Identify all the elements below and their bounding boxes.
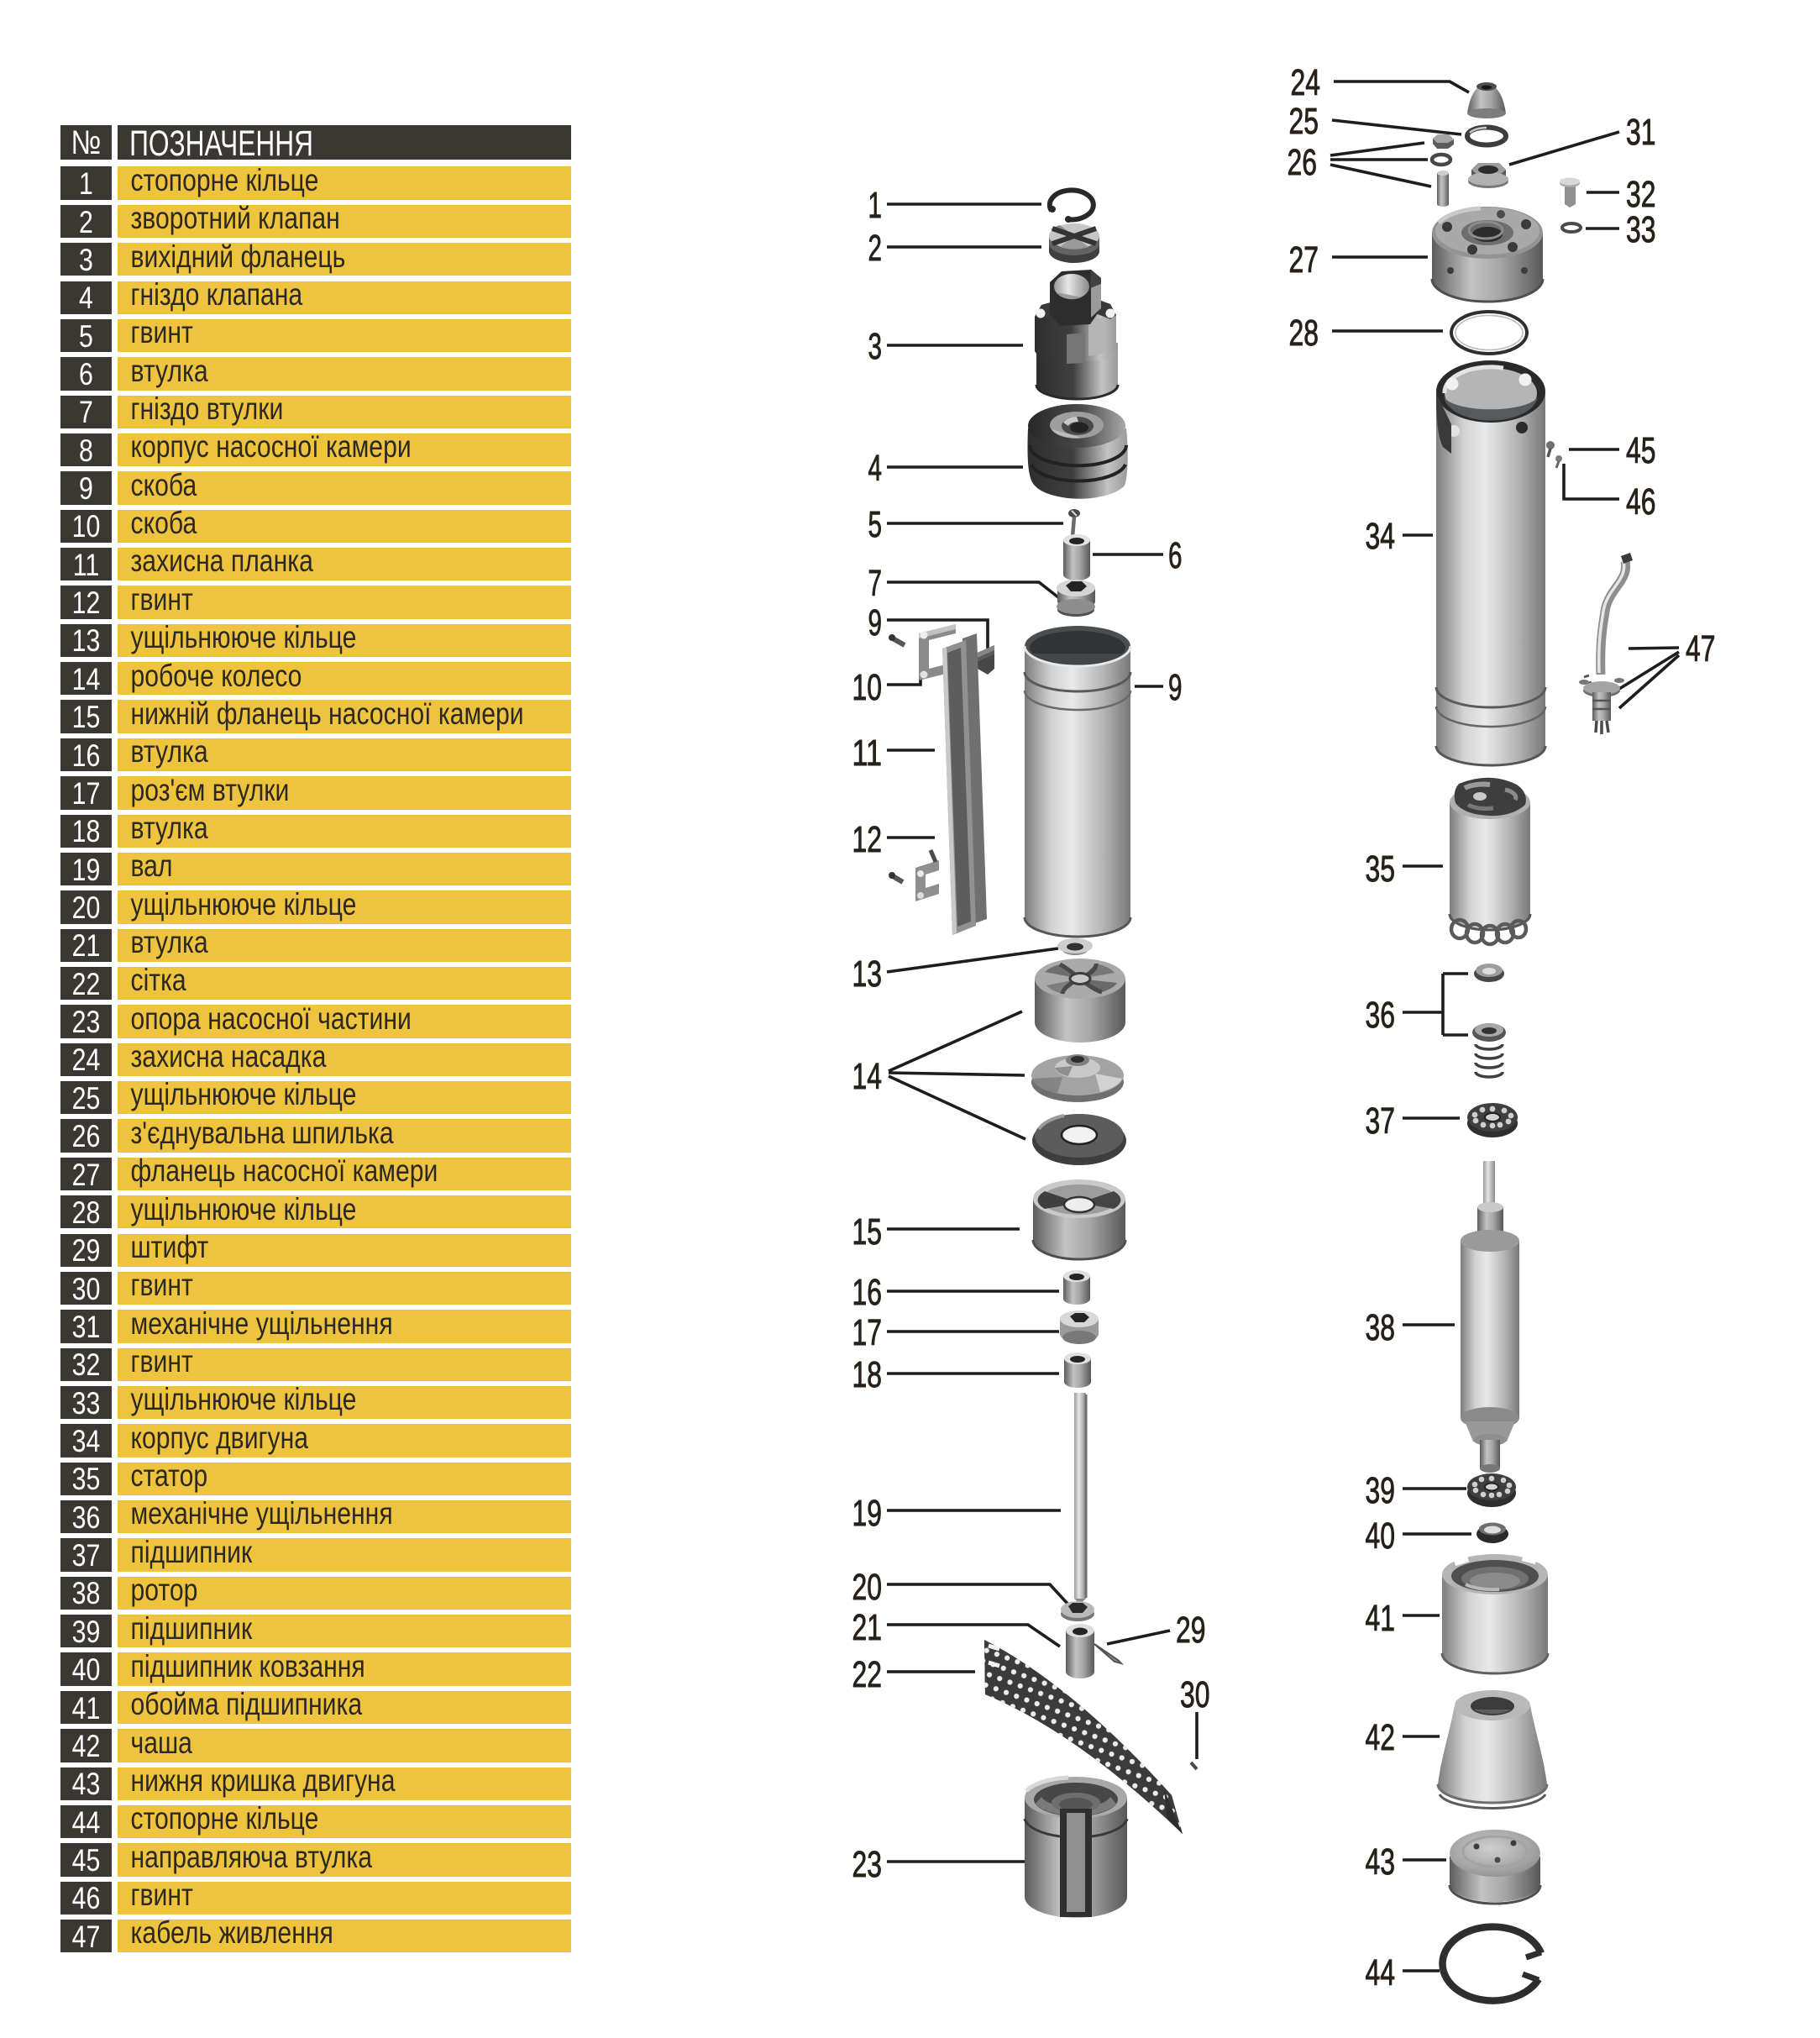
svg-text:24: 24 xyxy=(1291,62,1321,103)
svg-text:7: 7 xyxy=(868,563,883,604)
svg-text:40: 40 xyxy=(1366,1515,1396,1557)
svg-text:47: 47 xyxy=(1686,628,1716,670)
svg-text:43: 43 xyxy=(1366,1841,1396,1883)
svg-text:34: 34 xyxy=(1366,516,1396,557)
svg-text:38: 38 xyxy=(1366,1307,1396,1348)
svg-text:9: 9 xyxy=(868,602,883,643)
svg-text:17: 17 xyxy=(852,1312,883,1353)
svg-text:35: 35 xyxy=(1366,848,1396,890)
svg-text:15: 15 xyxy=(852,1211,883,1253)
svg-text:41: 41 xyxy=(1366,1598,1396,1639)
svg-text:21: 21 xyxy=(852,1607,883,1648)
svg-text:12: 12 xyxy=(852,819,883,860)
svg-text:13: 13 xyxy=(852,953,883,995)
svg-text:31: 31 xyxy=(1626,112,1656,153)
svg-text:11: 11 xyxy=(852,733,883,774)
svg-text:4: 4 xyxy=(868,448,883,489)
svg-text:9: 9 xyxy=(1168,667,1183,708)
svg-text:16: 16 xyxy=(852,1272,883,1313)
svg-text:6: 6 xyxy=(1168,535,1183,576)
svg-text:22: 22 xyxy=(852,1654,883,1695)
svg-text:29: 29 xyxy=(1176,1610,1206,1651)
svg-text:39: 39 xyxy=(1366,1470,1396,1511)
svg-text:36: 36 xyxy=(1366,995,1396,1036)
svg-text:23: 23 xyxy=(852,1844,883,1885)
svg-text:18: 18 xyxy=(852,1354,883,1395)
svg-text:19: 19 xyxy=(852,1493,883,1534)
svg-text:14: 14 xyxy=(852,1056,883,1097)
svg-text:1: 1 xyxy=(868,185,883,226)
svg-text:20: 20 xyxy=(852,1567,883,1608)
svg-text:42: 42 xyxy=(1366,1717,1396,1758)
svg-text:46: 46 xyxy=(1626,481,1656,523)
svg-text:27: 27 xyxy=(1289,239,1319,281)
svg-text:2: 2 xyxy=(868,228,883,269)
svg-text:25: 25 xyxy=(1289,101,1319,142)
svg-text:33: 33 xyxy=(1626,209,1656,250)
svg-text:44: 44 xyxy=(1366,1952,1396,1993)
svg-text:32: 32 xyxy=(1626,174,1656,215)
svg-text:37: 37 xyxy=(1366,1100,1396,1142)
svg-text:26: 26 xyxy=(1288,142,1318,183)
svg-text:28: 28 xyxy=(1289,313,1319,354)
svg-text:30: 30 xyxy=(1180,1674,1210,1715)
svg-text:5: 5 xyxy=(868,504,883,545)
svg-text:3: 3 xyxy=(868,326,883,367)
svg-text:45: 45 xyxy=(1626,430,1656,471)
svg-text:10: 10 xyxy=(852,667,883,708)
